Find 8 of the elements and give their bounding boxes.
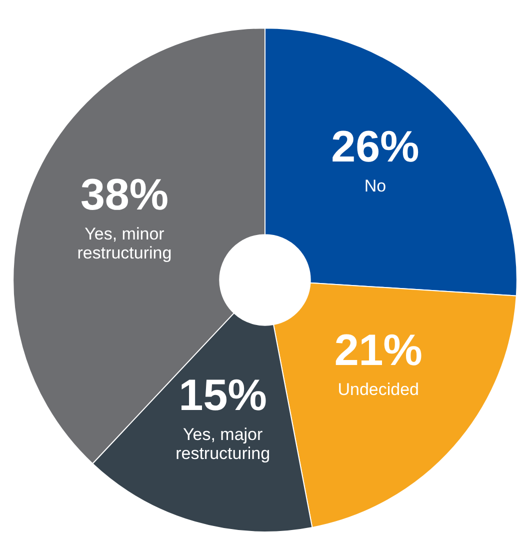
data-label: 21% — [334, 326, 422, 375]
slice-label: No — [364, 176, 386, 196]
data-label: 26% — [331, 122, 420, 172]
slice-label: Undecided — [338, 380, 420, 399]
data-label: 15% — [178, 371, 267, 420]
slice-label: Yes, minor restructuring — [77, 224, 172, 262]
data-label: 38% — [80, 170, 169, 220]
slice-label: Yes, major restructuring — [176, 425, 270, 464]
